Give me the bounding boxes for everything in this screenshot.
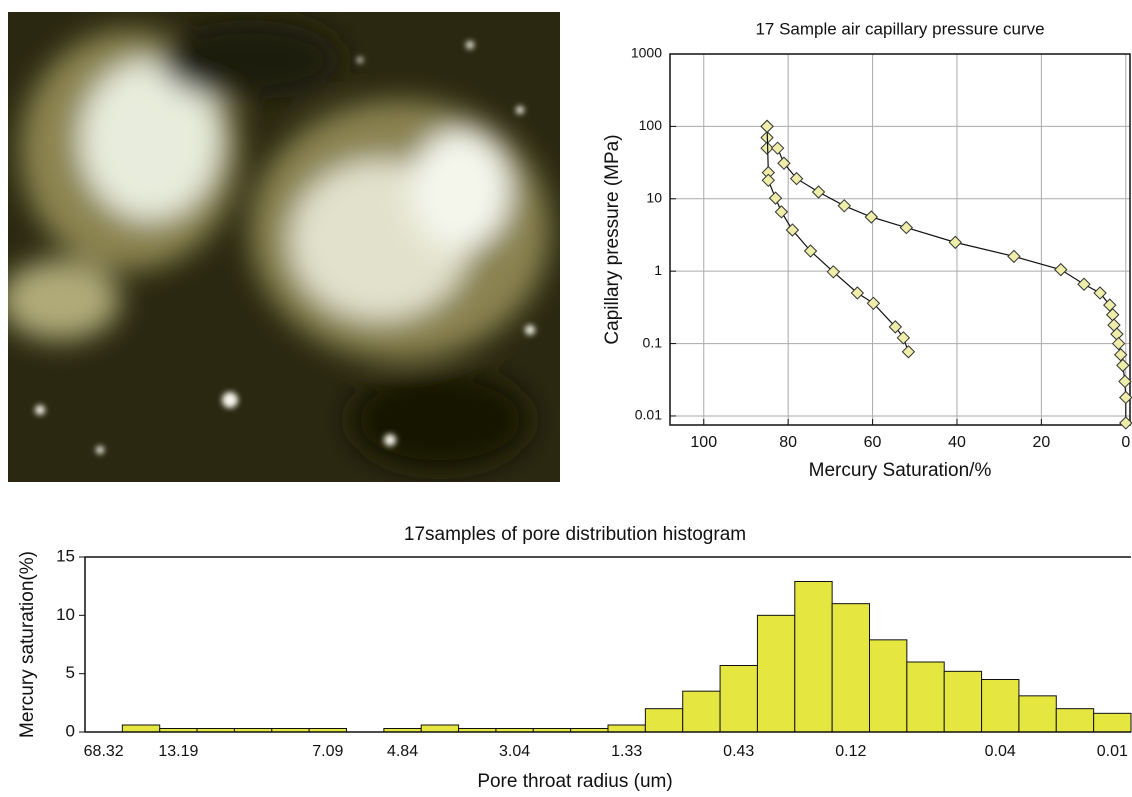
y-tick-label: 0.1 — [643, 334, 663, 350]
data-point — [1105, 308, 1120, 322]
plot-frame — [84, 556, 1131, 733]
capillary-chart: 17 Sample air capillary pressure curve10… — [602, 19, 1132, 481]
y-tick-label: 15 — [56, 546, 75, 565]
chart-title: 17 Sample air capillary pressure curve — [755, 19, 1044, 38]
data-point — [777, 156, 791, 170]
x-tick-label: 68.32 — [84, 743, 124, 760]
bar — [121, 724, 161, 733]
x-tick-label: 20 — [1032, 434, 1050, 451]
bar — [1018, 695, 1057, 733]
x-axis-label: Mercury Saturation/% — [809, 460, 992, 481]
y-tick-label: 1 — [654, 262, 662, 278]
thin-section-photo — [8, 12, 560, 482]
bar — [1093, 712, 1132, 733]
bar — [794, 581, 833, 733]
x-tick-label: 4.84 — [387, 743, 418, 760]
data-point — [850, 286, 865, 300]
bar — [756, 614, 796, 733]
data-point — [1111, 336, 1126, 351]
y-tick-label: 10 — [646, 189, 662, 205]
bar — [607, 724, 646, 733]
x-tick-label: 0.12 — [835, 743, 866, 760]
data-point — [785, 223, 800, 237]
y-tick-label: 1000 — [631, 45, 662, 61]
data-point — [899, 220, 914, 235]
y-tick-label: 0.01 — [635, 407, 662, 423]
bar — [943, 670, 983, 733]
data-point — [1116, 358, 1130, 373]
data-point — [789, 171, 804, 186]
x-tick-label: 0.01 — [1097, 743, 1128, 760]
data-point — [774, 205, 789, 219]
data-point — [864, 210, 879, 224]
x-tick-label: 60 — [864, 434, 882, 451]
data-point — [901, 345, 916, 359]
bar — [420, 724, 460, 733]
bar — [869, 639, 908, 733]
histogram-chart: 17samples of pore distribution histogram… — [17, 524, 1132, 792]
data-point — [1119, 416, 1132, 430]
data-point — [866, 296, 881, 311]
x-tick-label: 0 — [1121, 434, 1130, 451]
y-tick-label: 100 — [639, 117, 663, 133]
y-tick-label: 10 — [56, 605, 75, 624]
data-point — [837, 199, 852, 213]
data-point — [770, 141, 785, 155]
x-tick-label: 7.09 — [312, 743, 343, 760]
bar — [682, 690, 721, 733]
x-tick-label: 100 — [690, 434, 717, 451]
data-point — [1114, 348, 1128, 362]
data-point — [1054, 262, 1068, 277]
data-point — [811, 185, 826, 199]
data-point — [948, 235, 962, 250]
bar — [831, 603, 871, 733]
data-point — [1007, 249, 1021, 264]
data-point — [1093, 286, 1107, 300]
x-axis-label: Pore throat radius (um) — [477, 771, 672, 792]
bar — [644, 708, 684, 733]
y-tick-label: 0 — [66, 721, 75, 740]
data-point — [1119, 390, 1132, 405]
data-point — [1118, 374, 1132, 389]
data-point — [1077, 277, 1091, 291]
x-tick-label: 13.19 — [158, 743, 198, 760]
x-tick-label: 40 — [948, 434, 966, 451]
x-tick-label: 1.33 — [611, 743, 642, 760]
series-line — [766, 126, 1127, 423]
x-tick-label: 80 — [779, 434, 797, 451]
chart-title: 17samples of pore distribution histogram — [404, 524, 746, 545]
data-point — [1103, 298, 1117, 312]
data-point — [888, 320, 903, 334]
y-axis-label: Mercury saturation(%) — [17, 551, 38, 738]
bar — [719, 665, 758, 733]
data-point — [761, 173, 776, 188]
plot-frame — [669, 53, 1131, 426]
y-tick-label: 5 — [66, 663, 75, 682]
data-point — [803, 244, 818, 258]
x-tick-label: 0.04 — [985, 743, 1016, 760]
data-point — [768, 191, 783, 205]
data-point — [896, 331, 911, 345]
bar — [981, 679, 1020, 733]
data-point — [760, 119, 774, 134]
bar — [1055, 708, 1095, 733]
y-axis-label: Capillary pressure (MPa) — [602, 134, 623, 344]
x-tick-label: 0.43 — [723, 743, 754, 760]
data-point — [826, 265, 841, 279]
bar — [906, 661, 945, 733]
x-tick-label: 3.04 — [499, 743, 530, 760]
